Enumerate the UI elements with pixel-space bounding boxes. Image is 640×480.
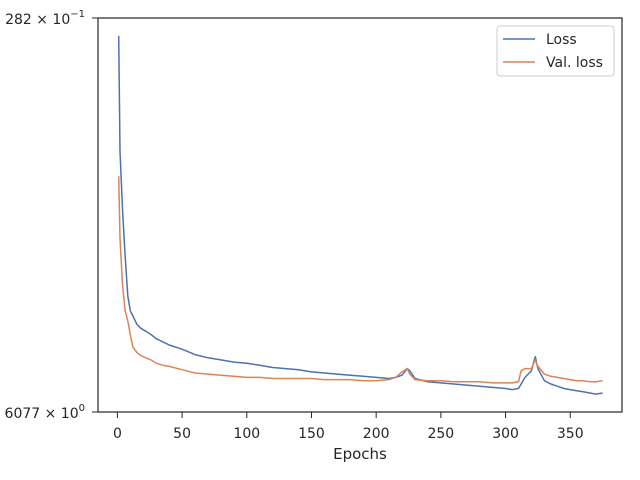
series-line-loss [117, 35, 603, 395]
x-tick-label: 50 [173, 426, 191, 442]
x-tick-label: 100 [233, 426, 260, 442]
x-tick-label: 300 [492, 426, 519, 442]
y-tick-label-top: 282 × 10−1 [5, 9, 85, 28]
x-tick-label: 200 [363, 426, 390, 442]
legend-label-loss: Loss [546, 32, 577, 48]
y-tick-bottom-exponent: 0 [79, 403, 85, 414]
x-tick-label: 0 [113, 426, 122, 442]
x-axis-ticks: 0 50 100 150 200 250 300 350 [113, 412, 584, 442]
x-tick-label: 350 [557, 426, 584, 442]
x-tick-label: 150 [298, 426, 325, 442]
y-tick-label-bottom: 6077 × 100 [5, 403, 85, 422]
x-axis-label: Epochs [333, 445, 387, 463]
legend: Loss Val. loss [496, 25, 615, 77]
series-line-val-loss [117, 176, 603, 384]
series-lines [117, 35, 603, 395]
x-tick-label: 250 [427, 426, 454, 442]
y-tick-top-exponent: −1 [70, 9, 85, 20]
y-tick-top-mantissa: 282 × 10 [5, 12, 70, 28]
plot-frame [97, 17, 623, 413]
y-tick-bottom-mantissa: 6077 × 10 [5, 406, 79, 422]
legend-label-val-loss: Val. loss [546, 55, 603, 71]
